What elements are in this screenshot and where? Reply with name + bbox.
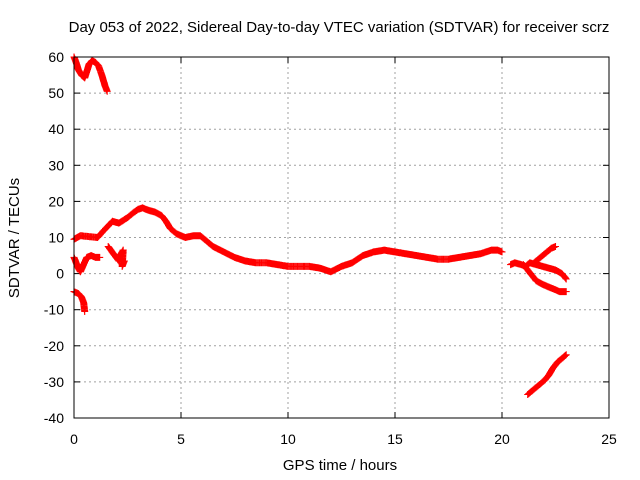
data-markers: [519, 261, 570, 296]
x-tick-label: 20: [494, 431, 510, 447]
x-tick-label: 0: [70, 431, 78, 447]
y-tick-label: 40: [48, 121, 64, 137]
x-tick-label: 5: [177, 431, 185, 447]
data-markers: [104, 243, 128, 270]
y-tick-label: -30: [44, 374, 64, 390]
series-seg-late-low: [524, 351, 570, 398]
y-tick-label: -40: [44, 410, 64, 426]
x-tick-label: 25: [601, 431, 617, 447]
data-markers: [524, 351, 570, 398]
axis-ticks: 0 5 10 15 20 25 -40 -30 -20 -10 0 10 20 30 40 50 60: [44, 49, 617, 447]
y-tick-label: 0: [56, 266, 64, 282]
y-tick-label: 10: [48, 230, 64, 246]
x-tick-label: 10: [280, 431, 296, 447]
y-tick-label: 60: [48, 49, 64, 65]
y-tick-label: -20: [44, 338, 64, 354]
grid-lines: [74, 57, 609, 418]
plot-frame: [73, 56, 610, 419]
x-axis-label: GPS time / hours: [283, 457, 397, 474]
x-tick-label: 15: [387, 431, 403, 447]
y-tick-label: 50: [48, 85, 64, 101]
series-seg-late-c: [530, 243, 559, 267]
series-seg-small-cluster: [104, 243, 128, 270]
series-seg-late-b: [519, 261, 570, 296]
y-axis-label: SDTVAR / TECUs: [6, 178, 23, 298]
chart-title: Day 053 of 2022, Sidereal Day-to-day VTE…: [69, 19, 610, 36]
y-tick-label: 30: [48, 157, 64, 173]
y-tick-label: -10: [44, 302, 64, 318]
data-markers: [530, 243, 559, 267]
y-tick-label: 20: [48, 193, 64, 209]
